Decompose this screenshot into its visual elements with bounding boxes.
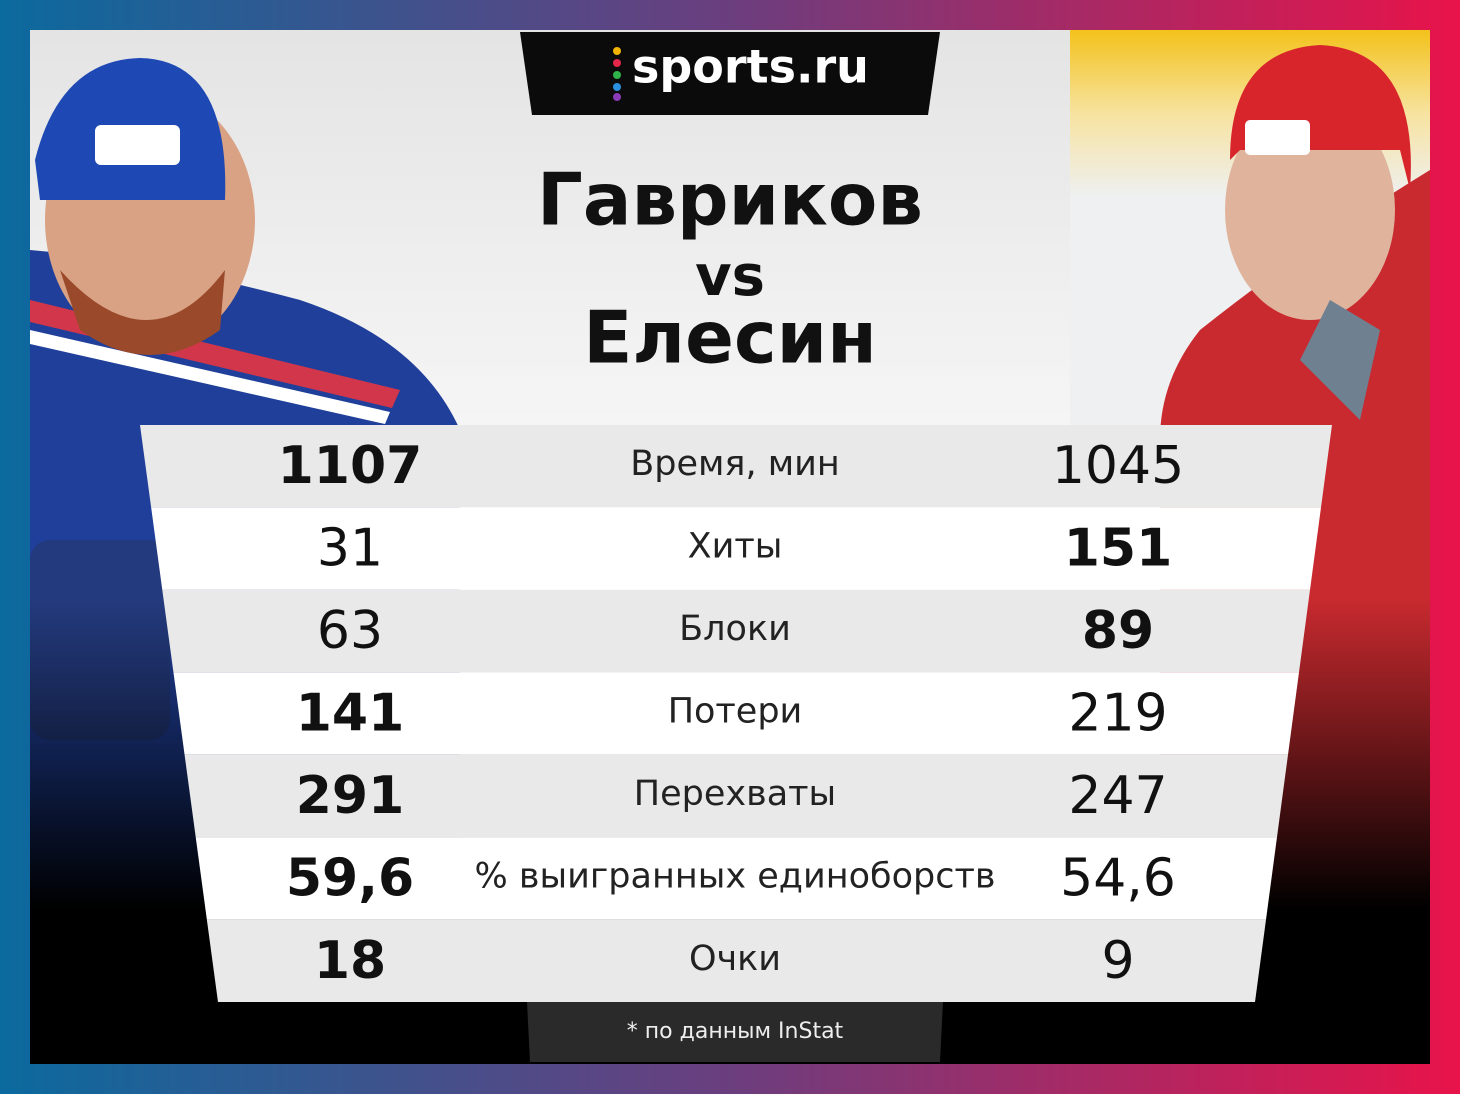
table-row: [184, 754, 1289, 838]
stats-table: 1107 Время, мин 1045 31 Хиты 151 63 Блоки 89 141 П…: [140, 425, 1332, 1002]
table-row: [173, 672, 1299, 755]
title-player2: Елесин: [583, 296, 877, 380]
stat-label: Время, мин: [630, 444, 840, 484]
left-value: 31: [317, 519, 383, 579]
table-row: [140, 425, 1332, 508]
right-value: 54,6: [1060, 848, 1176, 908]
left-value: 1107: [278, 436, 423, 496]
stat-label: Блоки: [679, 609, 791, 649]
right-value: 219: [1068, 684, 1167, 744]
title-player1: Гавриков: [537, 158, 923, 242]
footnote: * по данным InStat: [627, 1019, 844, 1044]
logo: sports.ru: [632, 40, 869, 94]
right-value: 1045: [1052, 436, 1184, 496]
table-row: [195, 837, 1278, 920]
stat-label: Перехваты: [634, 774, 836, 814]
stat-label: Очки: [689, 939, 781, 979]
footnote-plate: [527, 1002, 943, 1062]
stat-label: % выигранных единоборств: [475, 856, 996, 896]
right-value: 151: [1064, 519, 1173, 579]
stat-label: Потери: [668, 692, 803, 732]
right-value: 9: [1101, 931, 1134, 991]
left-value: 59,6: [286, 848, 414, 908]
left-value: 63: [317, 601, 383, 661]
stat-label: Хиты: [688, 527, 783, 567]
left-value: 141: [296, 684, 405, 744]
right-value: 89: [1082, 601, 1154, 661]
left-value: 18: [314, 931, 386, 991]
logo-dots: [613, 47, 621, 101]
table-row: [162, 589, 1310, 673]
table-row: [206, 919, 1266, 1002]
left-value: 291: [296, 766, 405, 826]
right-value: 247: [1068, 766, 1167, 826]
table-row: [151, 507, 1322, 590]
title-vs: vs: [695, 244, 765, 309]
logo-plate: [520, 32, 940, 115]
